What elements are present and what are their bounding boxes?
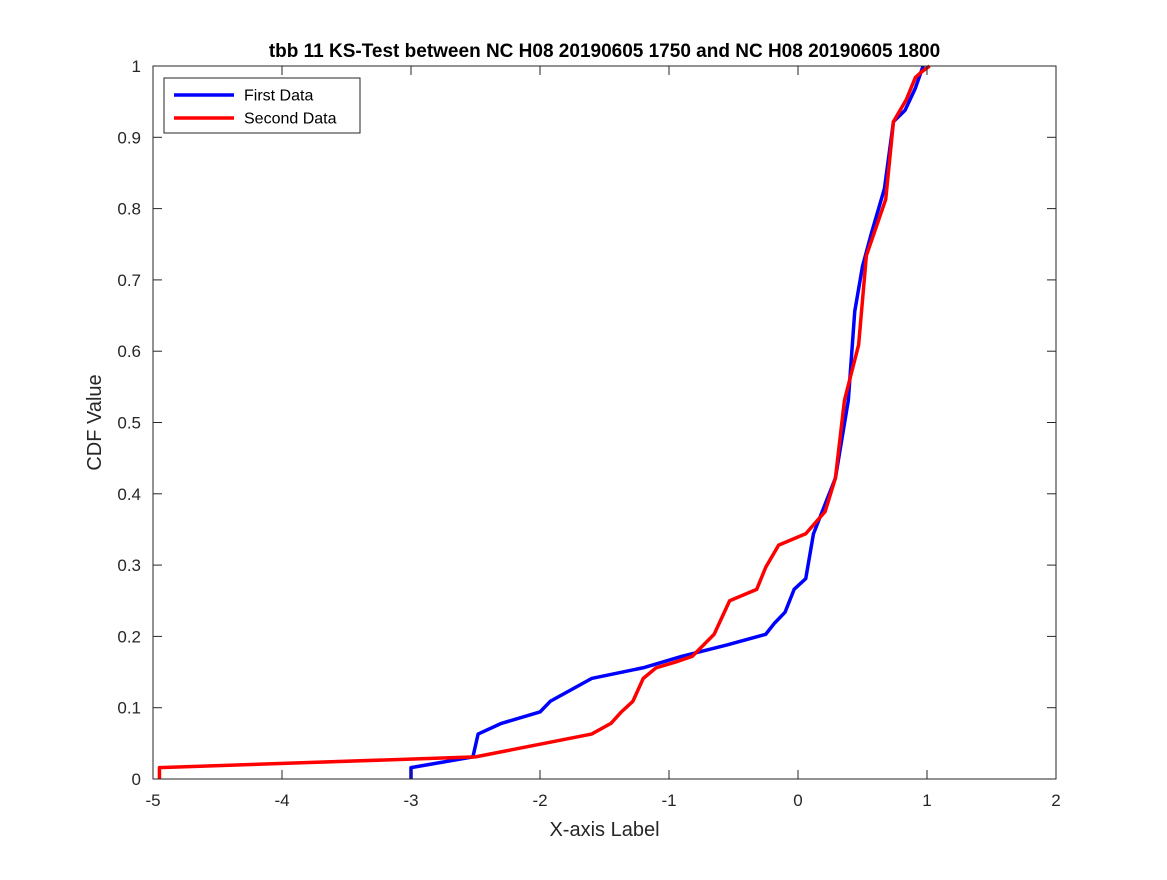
legend-box: [163, 77, 361, 134]
y-tick-label: 0: [132, 770, 141, 789]
y-axis-label: CDF Value: [84, 374, 106, 470]
series-layer: [157, 64, 931, 779]
y-tick-label: 0.5: [117, 414, 141, 433]
y-tick-label: 0.2: [117, 627, 141, 646]
y-tick-label: 0.3: [117, 556, 141, 575]
legend-label-second-data: Second Data: [244, 111, 337, 128]
plot-frame: [152, 65, 1057, 780]
series-line-1: [409, 65, 925, 779]
y-tick-label: 0.9: [117, 128, 141, 147]
x-tick-label: -4: [274, 791, 289, 810]
x-tick-label: -5: [145, 791, 160, 810]
y-tick-label: 0.4: [117, 485, 141, 504]
x-tick-label: -1: [661, 791, 676, 810]
y-tick-label: 0.8: [117, 200, 141, 219]
legend-label-first-data: First Data: [244, 88, 313, 105]
tick-layer: -5 -4 -3 -2 -1 0 1 2 0 0.1 0.2 0.3 0.4 0.5 0.6 0.7 0.8 0.…: [117, 57, 1060, 810]
y-tick-label: 1: [132, 57, 141, 76]
x-tick-label: -3: [403, 791, 418, 810]
y-tick-label: 0.6: [117, 342, 141, 361]
legend: First Data Second Data: [163, 77, 361, 134]
y-tick-label: 0.1: [117, 699, 141, 718]
x-tick-label: 2: [1051, 791, 1060, 810]
x-tick-label: 1: [922, 791, 931, 810]
x-tick-label: -2: [532, 791, 547, 810]
x-axis-label: X-axis Label: [549, 819, 659, 841]
chart-title: tbb 11 KS-Test between NC H08 20190605 1…: [269, 41, 940, 62]
series-line-2: [157, 64, 931, 779]
y-tick-label: 0.7: [117, 271, 141, 290]
x-tick-label: 0: [793, 791, 802, 810]
plot-area: [153, 66, 1056, 779]
